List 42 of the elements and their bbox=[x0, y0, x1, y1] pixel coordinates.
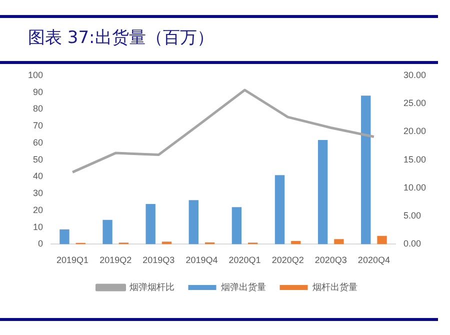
y2-tick-label: 30.00 bbox=[403, 70, 426, 80]
bar bbox=[291, 240, 301, 244]
bar bbox=[274, 175, 285, 244]
y2-tick-label: 10.00 bbox=[403, 182, 426, 192]
y-tick-label: 60 bbox=[33, 137, 44, 148]
chart-title: 图表 37:出货量（百万） bbox=[28, 27, 214, 49]
legend-label: 烟弹出货量 bbox=[220, 282, 266, 292]
bar bbox=[162, 242, 172, 244]
y-tick-label: 70 bbox=[33, 120, 44, 131]
x-tick-label: 2019Q4 bbox=[186, 255, 218, 266]
y2-tick-label: 5.00 bbox=[403, 210, 422, 221]
y-tick-label: 50 bbox=[33, 154, 44, 164]
y2-tick-label: 20.00 bbox=[403, 126, 426, 136]
x-tick-label: 2019Q2 bbox=[100, 255, 132, 266]
y-tick-label: 10 bbox=[33, 222, 44, 232]
bar bbox=[102, 220, 112, 244]
bar bbox=[188, 200, 198, 244]
y-tick-label: 30 bbox=[33, 188, 44, 198]
x-tick-label: 2020Q2 bbox=[272, 255, 304, 266]
y-tick-label: 90 bbox=[33, 86, 44, 97]
bar bbox=[334, 239, 344, 244]
bar bbox=[318, 140, 328, 244]
x-tick-label: 2019Q3 bbox=[142, 255, 175, 266]
bar bbox=[60, 229, 70, 244]
y-tick-label: 0 bbox=[38, 238, 44, 249]
legend-label: 烟杆出货量 bbox=[312, 282, 358, 292]
y-tick-label: 40 bbox=[33, 171, 44, 182]
y2-tick-label: 0.00 bbox=[403, 238, 422, 249]
x-tick-label: 2020Q4 bbox=[358, 255, 390, 266]
bar bbox=[377, 236, 387, 244]
y-tick-label: 20 bbox=[33, 204, 44, 215]
bar bbox=[146, 204, 156, 244]
x-tick-label: 2020Q3 bbox=[314, 255, 347, 266]
bar bbox=[232, 207, 242, 244]
x-tick-label: 2020Q1 bbox=[228, 255, 261, 266]
y-tick-label: 100 bbox=[28, 70, 44, 80]
y2-tick-label: 15.00 bbox=[403, 154, 426, 164]
x-tick-label: 2019Q1 bbox=[56, 255, 89, 266]
bar bbox=[361, 96, 371, 244]
y-tick-label: 80 bbox=[33, 104, 44, 114]
y2-tick-label: 25.00 bbox=[403, 98, 426, 108]
legend-label: 烟弹烟杆比 bbox=[129, 282, 174, 292]
